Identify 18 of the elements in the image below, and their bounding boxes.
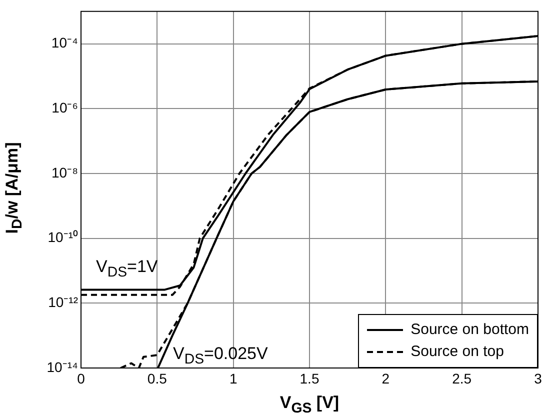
x-tick-label: 1 [229,370,238,386]
annotation: V$_{DS}$=1V [96,256,158,280]
y-tick-label: 10⁻⁴ [51,34,78,51]
x-tick-label: 0 [77,370,86,386]
x-tick-label: 2.5 [452,370,472,386]
x-axis-title: V$_{GS}$ [V] [278,392,340,416]
y-tick-label: 10⁻⁸ [52,164,78,180]
y-tick-label: 10⁻¹² [48,294,78,310]
annotation: V$_{DS}$=0.025V [173,344,268,367]
x-tick-label: 2 [382,370,390,386]
legend-label: Source on top [410,342,504,362]
x-tick-label: 0.5 [147,370,168,386]
x-tick-label: 3 [534,370,542,386]
legend-label: Source on bottom [410,320,529,340]
x-tick-label: 1.5 [300,370,320,386]
y-tick-label: 10⁻⁶ [52,100,78,116]
y-tick-label: 10⁻¹⁰ [48,229,78,246]
y-tick-label: 10⁻¹⁴ [46,358,78,375]
